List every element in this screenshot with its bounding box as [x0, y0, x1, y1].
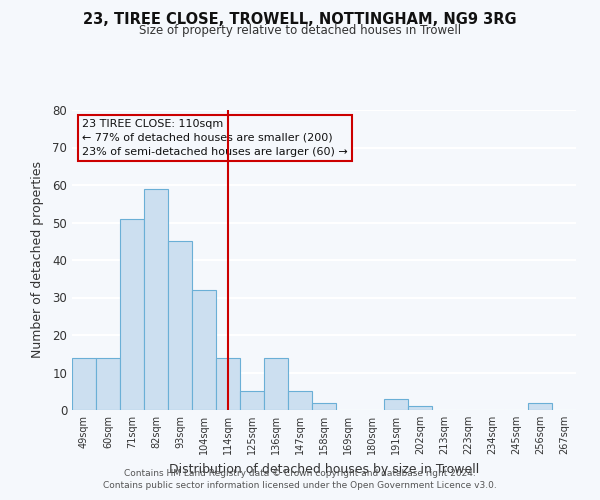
Text: 23 TIREE CLOSE: 110sqm
← 77% of detached houses are smaller (200)
23% of semi-de: 23 TIREE CLOSE: 110sqm ← 77% of detached…: [82, 119, 348, 157]
Bar: [144, 188, 168, 410]
Bar: [528, 402, 552, 410]
Bar: [288, 391, 312, 410]
Y-axis label: Number of detached properties: Number of detached properties: [31, 162, 44, 358]
Bar: [96, 358, 120, 410]
Bar: [216, 358, 240, 410]
Bar: [192, 290, 216, 410]
Text: 23, TIREE CLOSE, TROWELL, NOTTINGHAM, NG9 3RG: 23, TIREE CLOSE, TROWELL, NOTTINGHAM, NG…: [83, 12, 517, 28]
Bar: [264, 358, 288, 410]
Bar: [168, 242, 192, 410]
Text: Size of property relative to detached houses in Trowell: Size of property relative to detached ho…: [139, 24, 461, 37]
Bar: [72, 358, 96, 410]
Bar: [312, 402, 336, 410]
Bar: [240, 391, 264, 410]
Bar: [384, 399, 408, 410]
X-axis label: Distribution of detached houses by size in Trowell: Distribution of detached houses by size …: [169, 462, 479, 475]
Text: Contains public sector information licensed under the Open Government Licence v3: Contains public sector information licen…: [103, 481, 497, 490]
Text: Contains HM Land Registry data © Crown copyright and database right 2024.: Contains HM Land Registry data © Crown c…: [124, 468, 476, 477]
Bar: [408, 406, 432, 410]
Bar: [120, 219, 144, 410]
